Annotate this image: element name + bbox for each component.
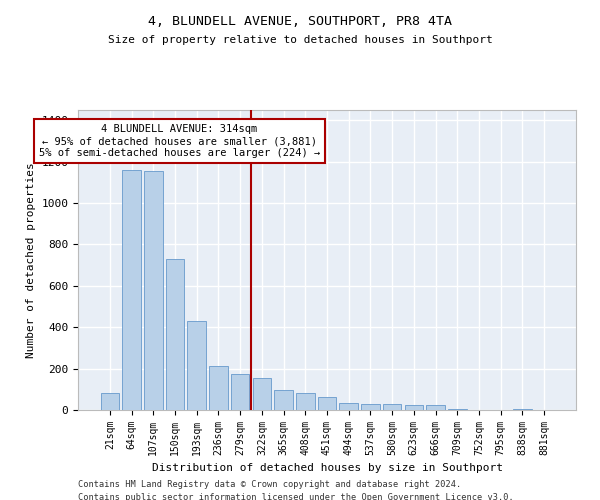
Bar xyxy=(448,409,467,410)
Bar xyxy=(340,403,358,410)
Text: 4, BLUNDELL AVENUE, SOUTHPORT, PR8 4TA: 4, BLUNDELL AVENUE, SOUTHPORT, PR8 4TA xyxy=(148,15,452,28)
Text: Contains HM Land Registry data © Crown copyright and database right 2024.: Contains HM Land Registry data © Crown c… xyxy=(78,480,461,489)
Bar xyxy=(187,321,206,410)
Bar xyxy=(144,171,163,410)
Bar xyxy=(209,366,227,410)
Text: Size of property relative to detached houses in Southport: Size of property relative to detached ho… xyxy=(107,35,493,45)
X-axis label: Distribution of detached houses by size in Southport: Distribution of detached houses by size … xyxy=(151,464,503,473)
Bar xyxy=(274,390,293,410)
Y-axis label: Number of detached properties: Number of detached properties xyxy=(26,162,36,358)
Bar xyxy=(166,259,184,410)
Bar xyxy=(296,394,314,410)
Text: Contains public sector information licensed under the Open Government Licence v3: Contains public sector information licen… xyxy=(78,492,514,500)
Bar xyxy=(231,374,250,410)
Bar xyxy=(253,378,271,410)
Bar xyxy=(101,394,119,410)
Bar xyxy=(361,404,380,410)
Bar xyxy=(122,170,141,410)
Bar xyxy=(318,396,336,410)
Bar xyxy=(513,409,532,410)
Text: 4 BLUNDELL AVENUE: 314sqm
← 95% of detached houses are smaller (3,881)
5% of sem: 4 BLUNDELL AVENUE: 314sqm ← 95% of detac… xyxy=(39,124,320,158)
Bar xyxy=(383,404,401,410)
Bar xyxy=(427,405,445,410)
Bar xyxy=(404,405,423,410)
